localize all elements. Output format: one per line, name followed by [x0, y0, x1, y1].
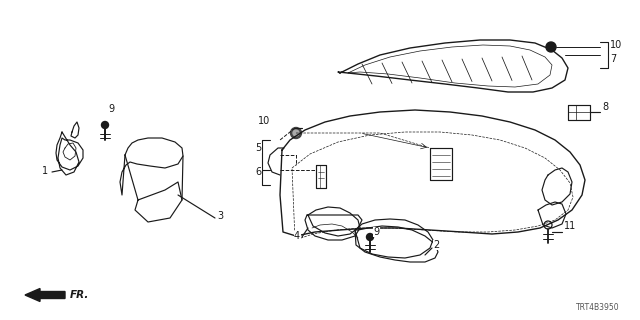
Text: 9: 9	[373, 227, 379, 237]
Text: 4: 4	[294, 231, 300, 241]
Text: 10: 10	[258, 116, 270, 126]
Circle shape	[102, 122, 109, 129]
Text: 6: 6	[255, 167, 261, 177]
Circle shape	[291, 127, 301, 139]
Circle shape	[293, 130, 299, 136]
Circle shape	[367, 234, 374, 241]
Circle shape	[546, 42, 556, 52]
Text: 2: 2	[433, 240, 439, 250]
Text: 9: 9	[108, 104, 114, 114]
Text: 3: 3	[217, 211, 223, 221]
Text: FR.: FR.	[70, 290, 90, 300]
Text: 5: 5	[255, 143, 261, 153]
Text: 10: 10	[610, 40, 622, 50]
FancyArrow shape	[25, 289, 65, 301]
Text: TRT4B3950: TRT4B3950	[577, 303, 620, 312]
Text: 8: 8	[602, 102, 608, 112]
Text: 1: 1	[42, 166, 48, 176]
Text: 7: 7	[610, 54, 616, 64]
Text: 11: 11	[564, 221, 576, 231]
